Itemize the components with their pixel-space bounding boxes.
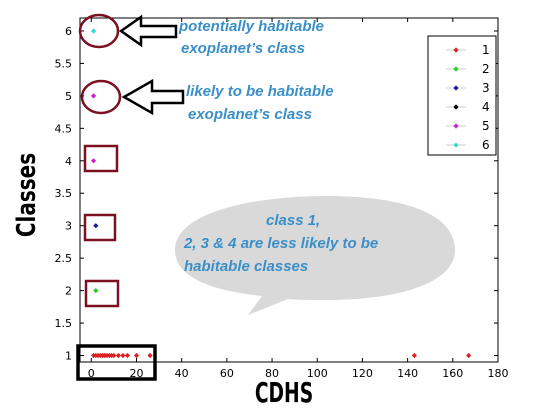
tick-labels: 0 20 40 60 80 100 120 140 160 180 1 1.5 2 2.5 3 3.5 4 4.5…: [55, 25, 509, 380]
x-tick-label: 0: [88, 367, 95, 380]
legend-marker-3: [453, 85, 459, 91]
legend-marker-1: [453, 47, 459, 53]
x-tick-label: 180: [488, 367, 509, 380]
data-points: [90, 28, 472, 359]
y-tick-label: 3.5: [55, 187, 73, 200]
y-tick-label: 6: [65, 25, 72, 38]
y-tick-label: 5: [65, 90, 72, 103]
legend-label-3: 3: [482, 81, 490, 95]
data-point-class-2: [93, 288, 99, 294]
annotation-class-5-line1: likely to be habitable: [186, 83, 334, 100]
axis-ticks: [80, 18, 499, 362]
y-tick-label: 2: [65, 285, 72, 298]
legend-marker-4: [453, 104, 459, 110]
highlight-box-class-3: [83, 213, 117, 242]
y-tick-label: 5.5: [55, 57, 73, 70]
speech-bubble: [175, 196, 455, 315]
legend: 1 2 3 4 5 6: [427, 35, 497, 156]
legend-marker-6: [453, 142, 459, 148]
data-point-class-1: [466, 352, 472, 359]
highlight-box-class-4: [83, 144, 119, 173]
y-tick-label: 2.5: [55, 252, 73, 265]
annotation-class-5-line2: exoplanet’s class: [188, 106, 312, 123]
legend-box: [427, 35, 497, 156]
y-axis-title: Classes: [11, 153, 41, 237]
x-tick-label: 80: [265, 367, 279, 380]
highlight-box-class-2: [84, 279, 120, 308]
y-tick-label: 3: [65, 220, 72, 233]
data-point-class-5: [90, 158, 97, 164]
legend-marker-2: [453, 66, 459, 72]
y-tick-label: 1: [65, 350, 72, 363]
annotation-class-6-line1: potentially habitable: [178, 18, 324, 35]
legend-marker-5: [453, 123, 459, 129]
data-point-class-1: [411, 352, 417, 359]
data-point-class-3: [93, 223, 99, 229]
data-point-class-5: [90, 93, 97, 99]
x-axis-title: CDHS: [255, 376, 313, 409]
bubble-text-line1: class 1,: [266, 212, 320, 229]
bubble-text-line2: 2, 3 & 4 are less likely to be: [183, 235, 378, 252]
highlight-box-class-1: [76, 344, 157, 381]
bubble-text-line3: habitable classes: [184, 258, 308, 275]
x-tick-label: 100: [307, 367, 328, 380]
y-tick-label: 4: [65, 155, 72, 168]
legend-label-2: 2: [482, 62, 490, 76]
data-point-class-1: [133, 352, 140, 359]
x-tick-label: 40: [175, 367, 189, 380]
data-point-class-1: [147, 352, 153, 359]
data-point-class-1: [124, 352, 131, 359]
highlight-ellipse-class-6: [78, 13, 120, 49]
x-tick-label: 140: [397, 367, 418, 380]
legend-label-1: 1: [482, 43, 490, 57]
data-point-class-1: [111, 352, 117, 359]
x-tick-label: 60: [220, 367, 234, 380]
legend-label-4: 4: [482, 100, 490, 114]
y-tick-label: 1.5: [55, 317, 73, 330]
data-point-class-6: [90, 28, 97, 34]
data-point-class-1: [115, 352, 122, 359]
legend-label-5: 5: [482, 119, 490, 133]
highlight-ellipse-class-5: [80, 79, 122, 115]
annotation-class-6-line2: exoplanet’s class: [181, 40, 305, 57]
y-tick-label: 4.5: [55, 122, 73, 135]
x-tick-label: 120: [352, 367, 373, 380]
legend-label-6: 6: [482, 138, 490, 152]
x-tick-label: 160: [442, 367, 463, 380]
x-tick-label: 20: [129, 367, 143, 380]
arrow-to-class-5: [121, 78, 185, 116]
data-point-class-1: [120, 352, 126, 359]
arrow-to-class-6: [118, 14, 178, 48]
